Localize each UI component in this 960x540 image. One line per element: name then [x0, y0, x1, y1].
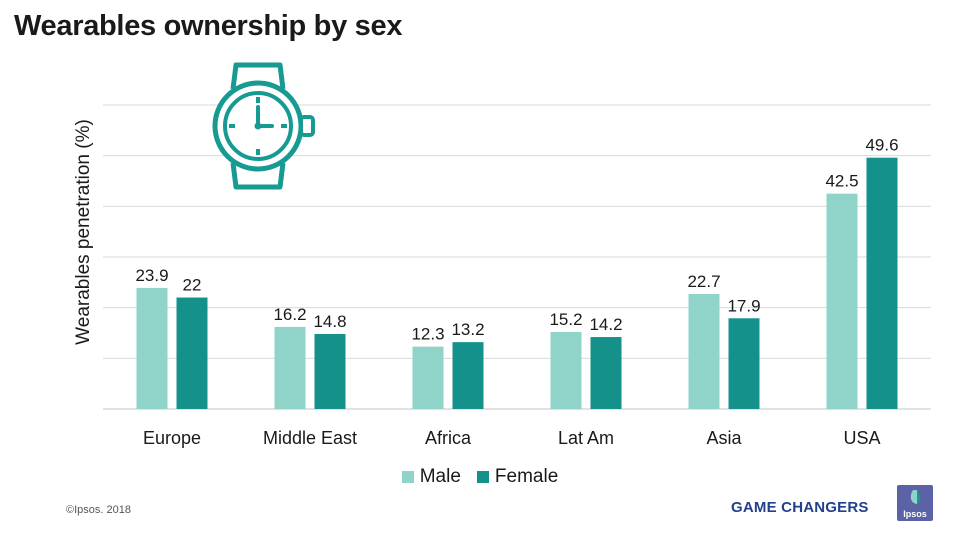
copyright-text: ©Ipsos. 2018 — [66, 504, 131, 516]
ipsos-logo: Ipsos — [897, 485, 933, 521]
x-tick-label: Europe — [143, 428, 201, 448]
legend-label-male: Male — [419, 466, 461, 487]
x-tick-label: USA — [843, 428, 880, 448]
gridlines — [103, 104, 931, 410]
legend-swatch-male — [401, 471, 414, 483]
bar-male-asia — [688, 293, 720, 409]
legend-label-female: Female — [494, 466, 559, 487]
data-label: 23.9 — [135, 266, 168, 285]
wristwatch-icon — [212, 62, 315, 190]
bar-female-asia — [728, 318, 760, 409]
legend: Male Female — [0, 466, 960, 488]
data-label: 17.9 — [727, 296, 760, 315]
data-label: 15.2 — [549, 310, 582, 329]
data-label: 14.8 — [313, 312, 346, 331]
data-label: 14.2 — [589, 315, 622, 334]
bars — [136, 157, 898, 409]
data-label: 12.3 — [411, 325, 444, 344]
bar-female-lat-am — [590, 337, 622, 409]
legend-item-female: Female — [476, 466, 559, 488]
chart-title: Wearables ownership by sex — [14, 10, 403, 42]
bar-female-europe — [176, 297, 208, 409]
data-label: 22.7 — [687, 272, 720, 291]
x-tick-label: Asia — [706, 428, 742, 448]
bar-female-middle-east — [314, 334, 346, 409]
bar-female-usa — [866, 157, 898, 409]
bar-male-middle-east — [274, 326, 306, 409]
legend-swatch-female — [476, 471, 489, 483]
data-label: 16.2 — [273, 305, 306, 324]
logo-mark-icon — [910, 490, 921, 504]
x-tick-label: Africa — [425, 428, 472, 448]
data-label: 22 — [183, 276, 202, 295]
data-label: 13.2 — [451, 320, 484, 339]
bar-male-lat-am — [550, 331, 582, 409]
legend-item-male: Male — [401, 466, 461, 488]
x-tick-label: Middle East — [263, 428, 357, 448]
data-labels: 23.9 22 16.2 14.8 12.3 13.2 15.2 14.2 22.7 17.9 42… — [135, 136, 898, 344]
bar-male-europe — [136, 287, 168, 409]
bar-male-usa — [826, 193, 858, 409]
bar-female-africa — [452, 342, 484, 409]
brand-text: GAME CHANGERS — [731, 499, 869, 516]
y-axis-label: Wearables penetration (%) — [73, 119, 94, 345]
data-label: 42.5 — [825, 172, 858, 191]
bar-male-africa — [412, 346, 444, 409]
logo-text: Ipsos — [903, 509, 927, 519]
x-tick-label: Lat Am — [558, 428, 614, 448]
data-label: 49.6 — [865, 136, 898, 155]
x-tick-labels: Europe Middle East Africa Lat Am Asia USA — [143, 428, 881, 448]
